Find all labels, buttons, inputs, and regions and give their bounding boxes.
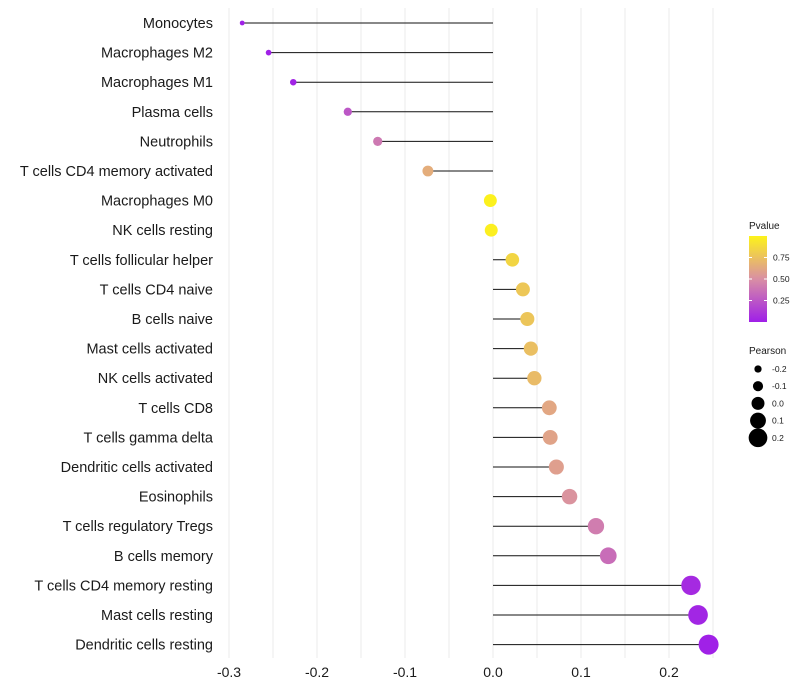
x-tick-label: 0.0 bbox=[483, 664, 503, 680]
pearson-tick-label: -0.1 bbox=[772, 381, 787, 391]
lollipop-dot bbox=[289, 78, 297, 86]
category-label: Mast cells resting bbox=[101, 608, 213, 624]
category-label: T cells CD8 bbox=[138, 401, 213, 417]
category-label: T cells regulatory Tregs bbox=[63, 519, 213, 535]
lollipop-dot bbox=[422, 165, 434, 177]
pearson-size-key bbox=[751, 396, 765, 410]
x-tick-label: -0.1 bbox=[393, 664, 417, 680]
pearson-size-key bbox=[752, 381, 764, 392]
lollipop-dot bbox=[542, 429, 558, 445]
category-label: Eosinophils bbox=[139, 490, 213, 506]
category-label: Mast cells activated bbox=[86, 342, 213, 358]
pearson-size-key bbox=[754, 365, 762, 373]
x-tick-label: 0.2 bbox=[659, 664, 679, 680]
category-labels: Monocytes Macrophages M2 Macrophages M1 Pla… bbox=[20, 16, 214, 654]
pearson-tick-label: 0.1 bbox=[772, 416, 784, 426]
category-label: T cells follicular helper bbox=[70, 253, 213, 269]
lollipop-dot bbox=[523, 341, 538, 356]
category-label: T cells CD4 naive bbox=[100, 282, 213, 298]
lollipop-dot bbox=[681, 575, 701, 596]
category-label: NK cells activated bbox=[98, 371, 213, 387]
lollipop-dot bbox=[698, 634, 719, 655]
category-label: Dendritic cells resting bbox=[75, 638, 213, 654]
pearson-legend-title: Pearson bbox=[749, 346, 786, 357]
pvalue-tick-label: 0.75 bbox=[773, 253, 790, 263]
pvalue-tick-label: 0.25 bbox=[773, 296, 790, 306]
lollipop-dot bbox=[527, 371, 542, 386]
x-tick-label: -0.2 bbox=[305, 664, 329, 680]
lollipop-dot bbox=[265, 49, 272, 56]
lollipop-dots bbox=[239, 20, 719, 655]
pvalue-legend-title: Pvalue bbox=[749, 221, 780, 232]
category-label: Dendritic cells activated bbox=[61, 460, 213, 476]
pearson-tick-label: 0.2 bbox=[772, 433, 784, 443]
grid-lines bbox=[228, 8, 714, 658]
pvalue-colorbar bbox=[749, 236, 767, 322]
lollipop-dot bbox=[373, 136, 383, 147]
lollipop-dot bbox=[505, 252, 520, 267]
category-label: Macrophages M0 bbox=[101, 194, 213, 210]
x-axis-ticks: -0.3 -0.2 -0.1 0.0 0.1 0.2 bbox=[217, 664, 679, 680]
lollipop-dot bbox=[599, 547, 617, 565]
lollipop-dot bbox=[343, 107, 352, 116]
pearson-size-key bbox=[750, 412, 766, 429]
pearson-tick-label: -0.2 bbox=[772, 364, 787, 374]
pvalue-legend: Pvalue 0.75 0.50 0.25 bbox=[749, 221, 790, 322]
lollipop-dot bbox=[587, 518, 605, 535]
pearson-size-key bbox=[748, 428, 768, 448]
lollipop-dot bbox=[483, 194, 497, 208]
pearson-legend: Pearson -0.2 -0.1 0.0 0.1 0.2 bbox=[748, 346, 787, 448]
category-label: T cells gamma delta bbox=[84, 430, 214, 446]
category-label: Macrophages M2 bbox=[101, 46, 213, 62]
category-label: NK cells resting bbox=[112, 223, 213, 239]
category-label: B cells naive bbox=[132, 312, 213, 328]
lollipop-dot bbox=[541, 400, 557, 416]
category-label: B cells memory bbox=[114, 549, 214, 565]
lollipop-dot bbox=[561, 488, 578, 505]
pearson-tick-label: 0.0 bbox=[772, 398, 784, 408]
category-label: Neutrophils bbox=[140, 134, 213, 150]
category-label: Plasma cells bbox=[132, 105, 213, 121]
category-label: Macrophages M1 bbox=[101, 75, 213, 91]
lollipop-dot bbox=[520, 311, 535, 327]
x-tick-label: 0.1 bbox=[571, 664, 591, 680]
lollipop-dot bbox=[484, 223, 498, 237]
lollipop-dot bbox=[688, 605, 708, 625]
lollipop-dot bbox=[548, 459, 564, 475]
lollipop-stems bbox=[242, 22, 709, 646]
pvalue-tick-label: 0.50 bbox=[773, 274, 790, 284]
x-tick-label: -0.3 bbox=[217, 664, 241, 680]
category-label: T cells CD4 memory activated bbox=[20, 164, 213, 180]
lollipop-dot bbox=[515, 282, 530, 297]
category-label: T cells CD4 memory resting bbox=[34, 578, 213, 594]
lollipop-dot bbox=[239, 20, 245, 26]
category-label: Monocytes bbox=[143, 16, 213, 32]
